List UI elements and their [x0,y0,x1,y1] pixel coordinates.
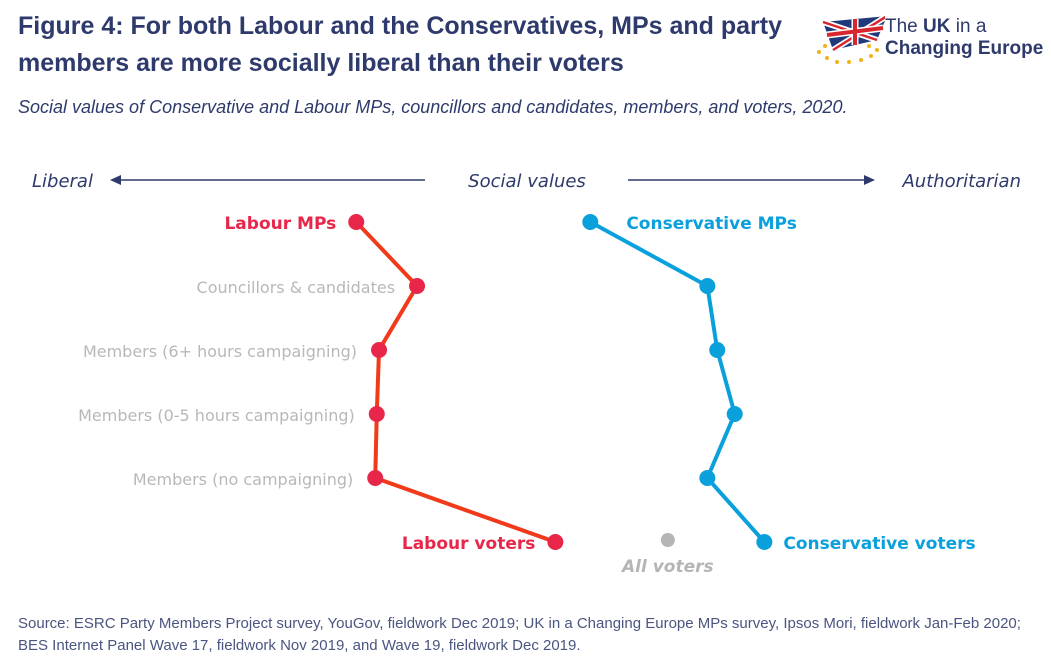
data-point-labour [409,278,426,294]
axis-center-label: Social values [468,171,586,192]
label-all-voters: All voters [620,557,714,577]
data-point-conservative [756,534,773,550]
data-point-labour [367,470,384,486]
label-labour-mps: Labour MPs [224,214,336,234]
label-conservative-voters: Conservative voters [783,534,975,554]
category-label: Members (6+ hours campaigning) [83,342,357,361]
label-conservative-mps: Conservative MPs [626,214,797,234]
category-label: Councillors & candidates [197,278,395,297]
data-point-conservative [726,406,743,422]
data-point-all-voters [660,533,675,547]
arrow-left-icon [110,175,121,185]
figure-subtitle: Social values of Conservative and Labour… [18,97,848,117]
series-line-conservative [589,220,766,544]
axis-right-label: Authoritarian [901,171,1021,192]
category-label: Members (0-5 hours campaigning) [78,406,355,425]
uk-changing-europe-logo: The UK in a Changing Europe [815,10,1045,70]
category-label: Members (no campaigning) [133,470,353,489]
data-point-conservative [582,214,599,230]
figure-header: Figure 4: For both Labour and the Conser… [18,8,1038,118]
data-point-conservative [699,278,716,294]
label-labour-voters: Labour voters [402,534,535,554]
arrow-right-icon [864,175,875,185]
data-point-labour [371,342,388,358]
figure-title: Figure 4: For both Labour and the Conser… [18,12,783,77]
data-point-labour [348,214,365,230]
chart: Liberal Social values Authoritarian Labo… [32,171,1021,577]
data-point-conservative [709,342,726,358]
flag-icon [817,13,889,64]
source-note: Source: ESRC Party Members Project surve… [18,615,1021,654]
series-line-labour [354,220,557,544]
data-point-labour [368,406,385,422]
axis-left-label: Liberal [32,171,93,192]
data-point-conservative [699,470,716,486]
data-point-labour [547,534,564,550]
